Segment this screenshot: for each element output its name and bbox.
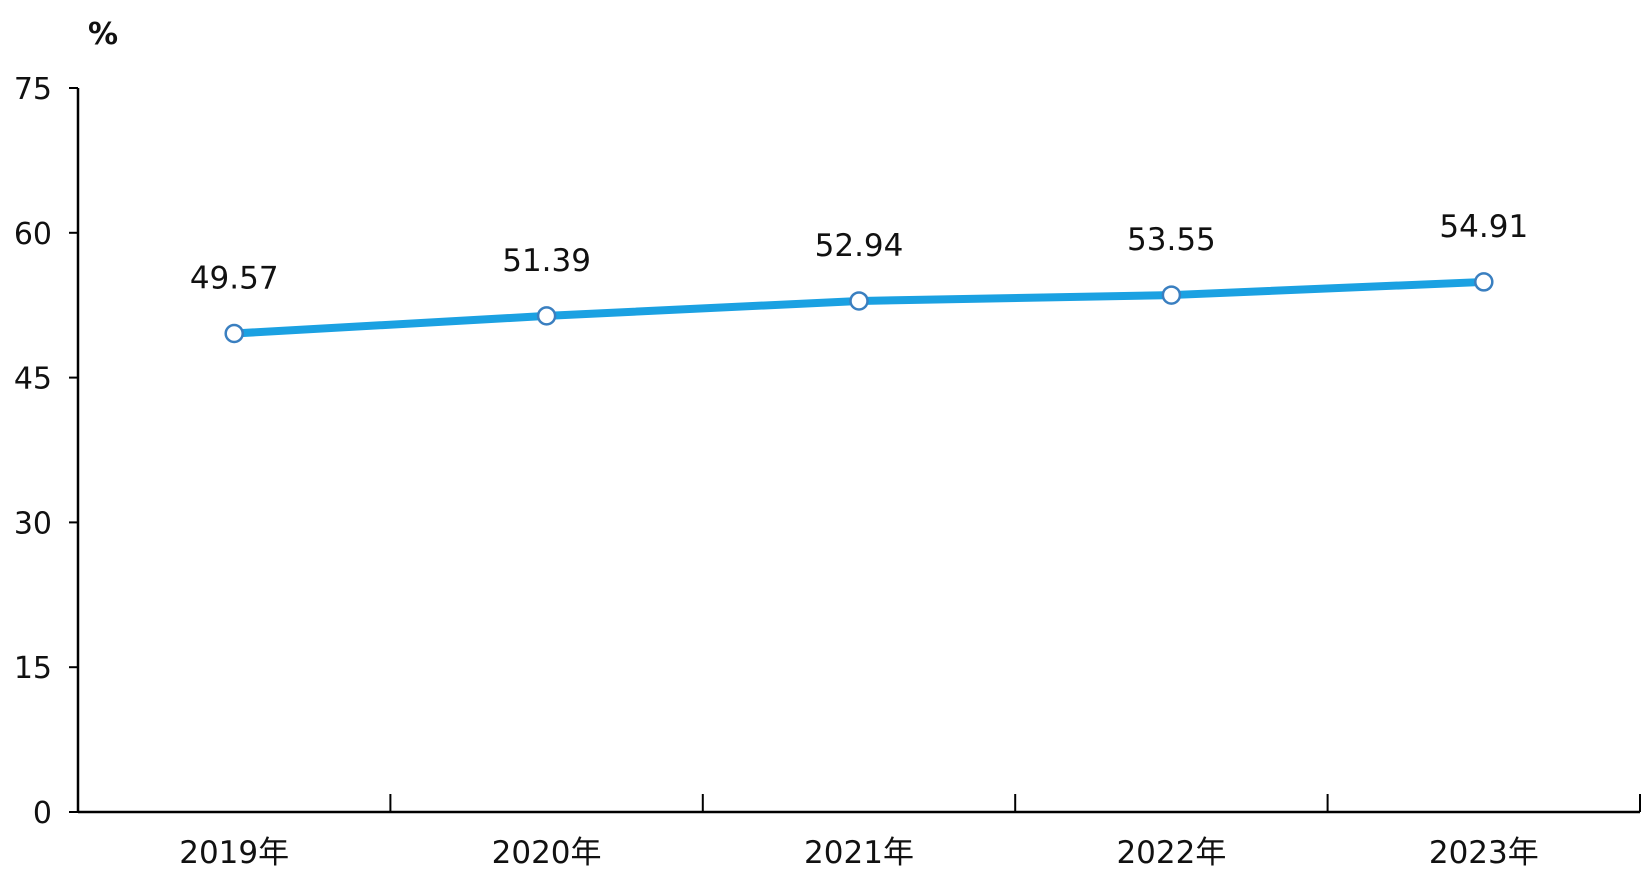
data-point xyxy=(536,306,557,326)
data-point xyxy=(849,291,869,311)
y-tick-label: 75 xyxy=(14,72,52,107)
data-label: 52.94 xyxy=(815,228,904,264)
y-tick-label: 60 xyxy=(14,217,52,252)
data-label: 51.39 xyxy=(502,243,591,279)
data-point xyxy=(1161,285,1182,305)
y-tick-label: 15 xyxy=(14,651,52,686)
x-tick-label: 2020年 xyxy=(492,835,602,871)
x-tick-label: 2022年 xyxy=(1116,835,1226,871)
data-label: 53.55 xyxy=(1127,222,1216,258)
x-tick-label: 2021年 xyxy=(804,835,914,871)
data-label: 49.57 xyxy=(190,260,279,296)
y-axis-unit-label: % xyxy=(88,17,118,52)
y-axis-ticks: 0 15 30 45 60 75 xyxy=(14,72,78,831)
y-tick-label: 0 xyxy=(33,796,52,831)
data-point xyxy=(224,323,244,344)
y-tick-label: 30 xyxy=(14,506,52,541)
x-tick-label: 2023年 xyxy=(1429,835,1539,871)
series-group xyxy=(224,272,1494,344)
x-axis-ticks: 2019年 2020年 2021年 2022年 2023年 xyxy=(179,794,1641,871)
data-label: 54.91 xyxy=(1439,209,1528,245)
x-tick-label: 2019年 xyxy=(179,835,289,871)
y-tick-label: 45 xyxy=(14,362,52,397)
data-point xyxy=(1474,272,1494,292)
data-labels: 49.57 51.39 52.94 53.55 54.91 xyxy=(190,209,1528,297)
